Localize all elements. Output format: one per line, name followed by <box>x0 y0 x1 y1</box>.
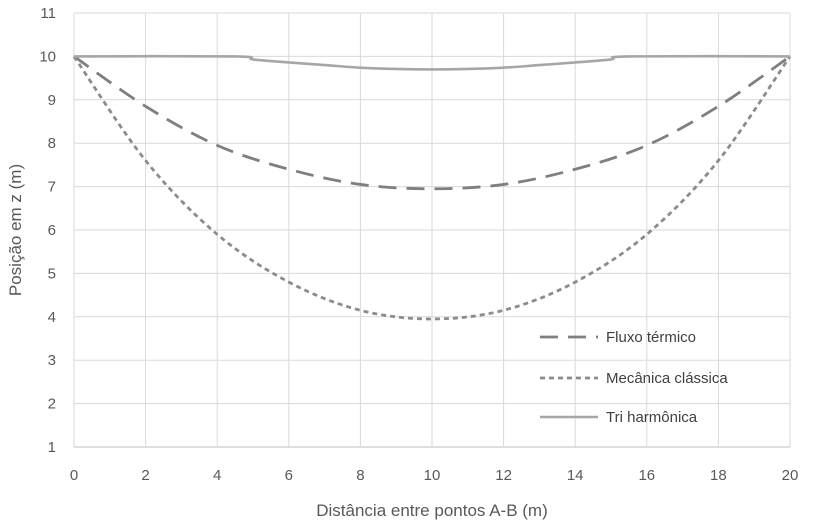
series-layer <box>72 54 792 321</box>
x-tick-label: 18 <box>710 467 727 484</box>
y-tick-label: 3 <box>48 352 56 369</box>
series-line-1 <box>72 55 792 321</box>
y-tick-label: 9 <box>48 92 56 109</box>
y-tick-label: 10 <box>39 48 56 65</box>
y-tick-label: 7 <box>48 179 56 196</box>
x-tick-label: 8 <box>356 467 364 484</box>
grid <box>73 12 791 448</box>
x-tick-label: 4 <box>213 467 221 484</box>
y-tick-label: 1 <box>48 439 56 456</box>
legend-label-2: Tri harmônica <box>606 409 698 426</box>
y-tick-label: 8 <box>48 135 56 152</box>
series-line-2 <box>73 54 791 71</box>
y-axis-label: Posição em z (m) <box>6 164 25 296</box>
x-tick-label: 2 <box>141 467 149 484</box>
x-tick-label: 16 <box>638 467 655 484</box>
y-tick-labels: 1 2 3 4 5 6 7 8 9 10 11 <box>39 5 56 456</box>
y-tick-label: 2 <box>48 396 56 413</box>
y-tick-label: 4 <box>48 309 56 326</box>
y-tick-label: 6 <box>48 222 56 239</box>
x-tick-label: 10 <box>424 467 441 484</box>
legend-label-0: Fluxo térmico <box>606 329 696 346</box>
legend: Fluxo térmico Mecânica clássica Tri harmôn… <box>540 329 728 426</box>
x-tick-labels: 0 2 4 6 8 10 12 14 16 18 20 <box>70 467 799 484</box>
x-tick-label: 0 <box>70 467 78 484</box>
x-tick-label: 12 <box>495 467 512 484</box>
y-tick-label: 5 <box>48 265 56 282</box>
x-tick-label: 14 <box>567 467 584 484</box>
x-tick-label: 20 <box>782 467 799 484</box>
legend-label-1: Mecânica clássica <box>606 370 728 387</box>
x-tick-label: 6 <box>285 467 293 484</box>
y-tick-label: 11 <box>40 5 56 22</box>
x-axis-label: Distância entre pontos A-B (m) <box>316 501 547 520</box>
